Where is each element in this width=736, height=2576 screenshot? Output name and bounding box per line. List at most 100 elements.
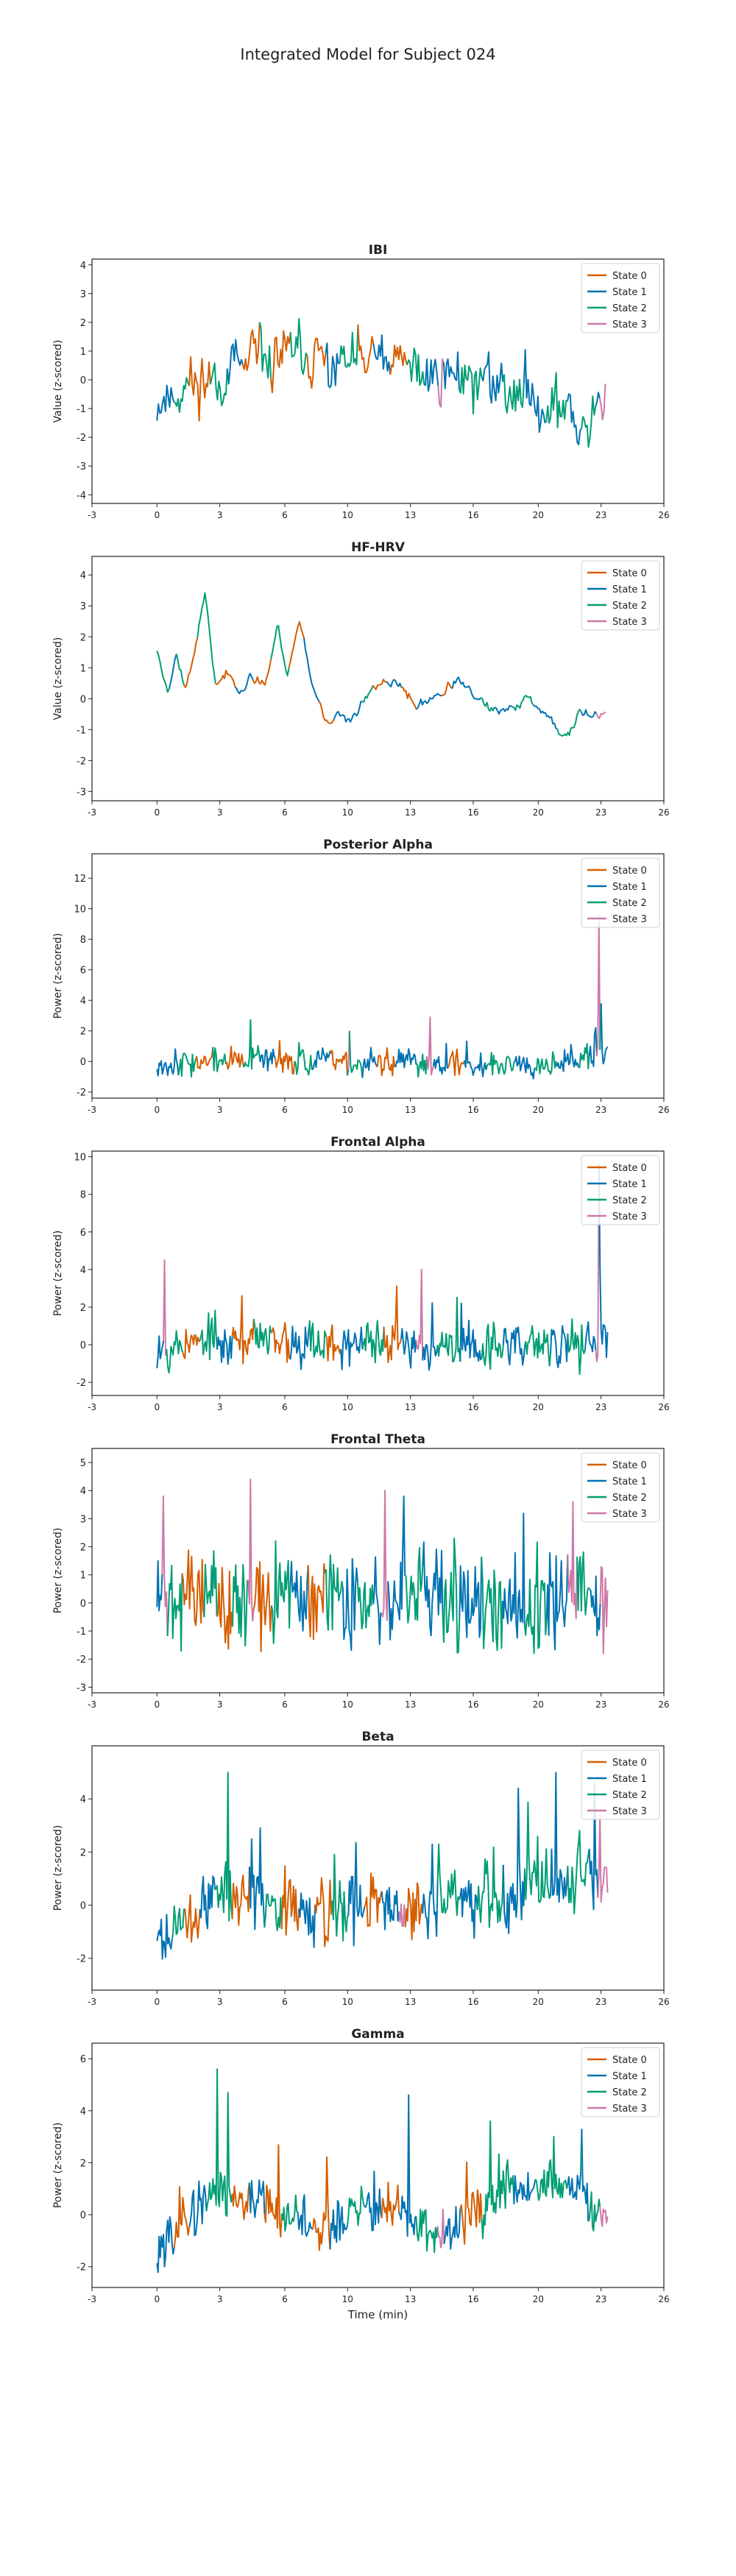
x-tick-label: 26 — [658, 510, 669, 520]
x-tick-label: 0 — [154, 1105, 160, 1115]
series-line-state-0 — [381, 2182, 400, 2226]
plot-frame — [91, 853, 665, 1099]
series-line-state-1 — [347, 1841, 366, 1947]
x-tick-label: 20 — [533, 1105, 544, 1115]
series-line-state-3 — [567, 1501, 578, 1620]
series-line-state-1 — [372, 1556, 382, 1646]
x-tick-label: 6 — [282, 1699, 288, 1710]
x-tick-label: 6 — [282, 1402, 288, 1412]
x-tick-label: 0 — [154, 2294, 160, 2304]
series-line-state-2 — [289, 318, 308, 375]
x-tick-label: 23 — [595, 807, 606, 818]
legend-label: State 3 — [612, 914, 647, 925]
x-tick-label: 10 — [342, 1699, 353, 1710]
y-tick-label: -3 — [77, 787, 86, 798]
series-line-state-2 — [177, 1052, 197, 1078]
series-line-state-1 — [234, 673, 254, 695]
y-tick-label: 2 — [80, 1847, 86, 1858]
series-line-state-2 — [481, 2120, 515, 2240]
x-tick-label: 13 — [405, 1105, 416, 1115]
series-line-state-2 — [346, 2185, 366, 2226]
series-line-state-0 — [271, 1322, 291, 1363]
y-tick-label: 0 — [80, 1901, 86, 1912]
series-line-state-2 — [588, 2191, 601, 2232]
x-tick-label: 20 — [533, 1402, 544, 1412]
series-line-state-1 — [226, 339, 244, 385]
series-line-state-1 — [394, 1048, 417, 1069]
x-tick-label: 0 — [154, 1402, 160, 1412]
series-line-state-1 — [422, 1843, 439, 1940]
series-line-state-1 — [386, 679, 403, 688]
y-tick-label: 1 — [80, 347, 86, 358]
series-line-state-2 — [199, 1309, 219, 1361]
series-line-state-2 — [171, 1905, 185, 1940]
series-line-state-1 — [502, 1787, 526, 1934]
series-line-state-2 — [524, 1801, 551, 1903]
series-line-state-1 — [259, 1048, 276, 1072]
y-tick-label: 0 — [80, 375, 86, 386]
x-tick-label: 23 — [595, 1997, 606, 2007]
plot-frame — [91, 1745, 665, 1991]
panel-title: HF-HRV — [351, 540, 406, 555]
series-line-state-3 — [599, 2206, 609, 2227]
series-line-state-1 — [588, 1782, 599, 1911]
series-line-state-2 — [252, 1318, 272, 1355]
panel-title: Frontal Alpha — [330, 1135, 425, 1150]
chart-panel: Frontal Alpha Power (z-scored) -2 0 2 4 6 8 10 -3… — [52, 1135, 670, 1412]
y-tick-label: 10 — [74, 905, 86, 916]
series-line-state-2 — [436, 1296, 461, 1363]
x-tick-label: 13 — [405, 510, 416, 520]
series-line-state-2 — [578, 1043, 590, 1069]
series-line-state-3 — [426, 1016, 434, 1076]
series-line-state-1 — [567, 393, 582, 446]
series-line-state-2 — [523, 1541, 548, 1655]
series-line-state-2 — [405, 1546, 424, 1624]
series-line-state-0 — [173, 2186, 191, 2248]
series-line-state-0 — [195, 1047, 214, 1069]
series-line-state-0 — [312, 2156, 331, 2251]
series-line-state-0 — [329, 1050, 348, 1076]
x-tick-label: 16 — [467, 1402, 478, 1412]
y-tick-label: -2 — [77, 1088, 86, 1099]
series-line-state-0 — [224, 1045, 244, 1070]
x-tick-label: 10 — [342, 1997, 353, 2007]
series-line-state-2 — [212, 1047, 227, 1072]
legend-label: State 1 — [612, 1476, 647, 1487]
series-line-state-1 — [451, 676, 482, 701]
series-line-state-2 — [576, 1551, 591, 1616]
x-tick-label: 3 — [217, 510, 223, 520]
series-line-state-1 — [442, 351, 460, 390]
y-tick-label: 1 — [80, 1571, 86, 1582]
series-line-state-0 — [447, 1048, 466, 1076]
series-line-state-2 — [346, 1069, 350, 1076]
series-line-state-2 — [524, 1325, 551, 1367]
series-line-state-1 — [289, 1560, 309, 1632]
x-tick-label: 26 — [658, 1699, 669, 1710]
series-line-state-1 — [545, 1551, 569, 1651]
series-line-state-0 — [252, 1561, 272, 1652]
series-line-state-2 — [197, 592, 216, 684]
series-line-state-0 — [325, 1324, 342, 1362]
series-line-state-1 — [513, 1055, 537, 1080]
legend-label: State 3 — [612, 319, 647, 330]
series-line-state-0 — [215, 669, 236, 687]
series-line-state-1 — [432, 1042, 449, 1075]
y-tick-label: 4 — [80, 1486, 86, 1497]
series-line-state-1 — [533, 704, 558, 730]
series-line-state-3 — [381, 1490, 389, 1621]
y-tick-label: 6 — [80, 2054, 86, 2065]
x-tick-label: 26 — [658, 1402, 669, 1412]
series-line-state-0 — [288, 621, 305, 668]
x-tick-label: 10 — [342, 1402, 353, 1412]
legend-label: State 1 — [612, 882, 647, 893]
series-line-state-1 — [387, 1495, 406, 1641]
y-tick-label: 0 — [80, 2210, 86, 2221]
series-line-state-1 — [567, 2172, 581, 2201]
y-tick-label: 1 — [80, 663, 86, 674]
series-line-state-1 — [361, 1047, 378, 1078]
legend-label: State 0 — [612, 568, 647, 579]
y-axis-label: Power (z-scored) — [52, 933, 64, 1019]
series-line-state-3 — [595, 1164, 600, 1362]
series-line-state-1 — [422, 1302, 439, 1371]
